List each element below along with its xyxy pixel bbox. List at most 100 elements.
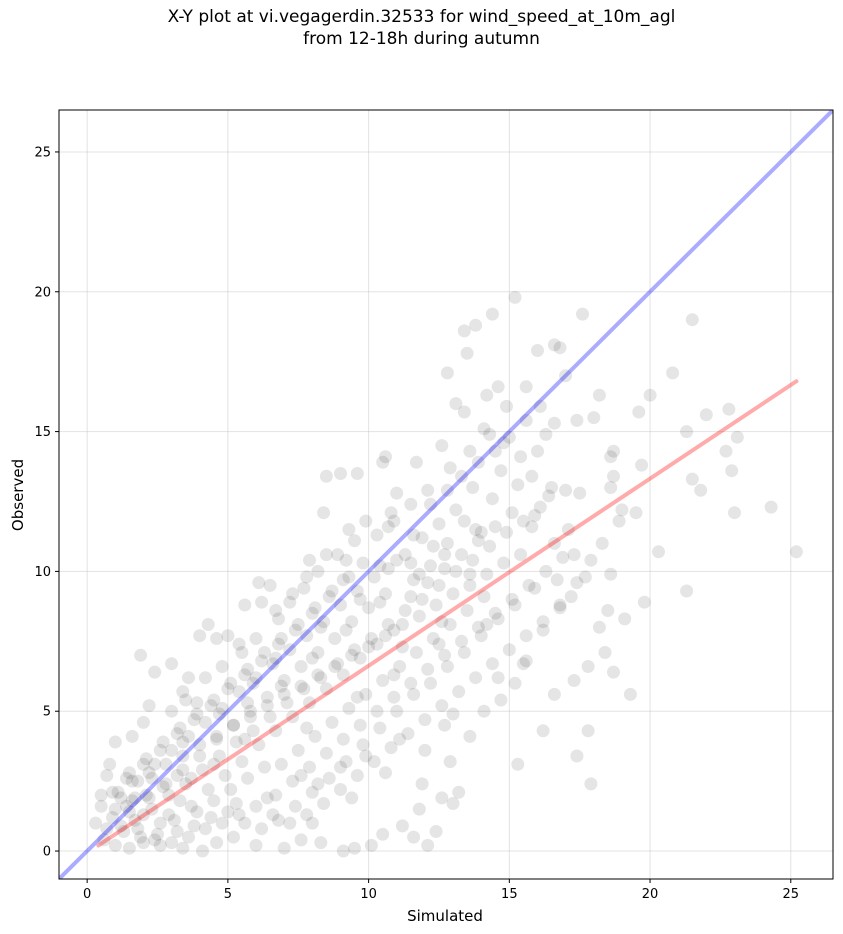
scatter-point (531, 344, 544, 357)
scatter-point (136, 715, 150, 729)
scatter-point (249, 838, 263, 852)
scatter-point (142, 766, 156, 780)
scatter-point (536, 623, 550, 637)
scatter-point (170, 769, 184, 782)
scatter-point (334, 760, 347, 774)
scatter-point (488, 444, 502, 458)
scatter-point (198, 671, 212, 685)
scatter-point (373, 721, 387, 735)
scatter-point (317, 506, 331, 520)
scatter-point (789, 545, 803, 559)
scatter-point (528, 509, 542, 522)
scatter-point (179, 777, 193, 791)
scatter-point (632, 405, 646, 419)
scatter-point (415, 777, 429, 791)
scatter-point (407, 528, 421, 542)
scatter-point (122, 841, 136, 855)
scatter-point (359, 687, 373, 701)
y-tick-label-5: 25 (34, 145, 51, 160)
scatter-point (336, 573, 350, 587)
scatter-point (336, 668, 350, 682)
scatter-point (246, 724, 260, 738)
scatter-point (269, 788, 283, 802)
scatter-point (592, 388, 606, 402)
scatter-point (592, 620, 606, 634)
scatter-point (136, 808, 150, 822)
scatter-point (100, 769, 114, 782)
scatter-point (426, 632, 440, 645)
scatter-point (536, 724, 550, 738)
scatter-point (162, 808, 176, 822)
scatter-point (319, 682, 333, 696)
scatter-point (384, 741, 398, 755)
scatter-point (212, 707, 226, 721)
scatter-point (311, 646, 325, 659)
scatter-point (260, 699, 274, 713)
scatter-point (429, 598, 443, 612)
scatter-point (283, 595, 297, 609)
scatter-point (401, 727, 415, 741)
scatter-point (424, 559, 437, 573)
scatter-point (463, 578, 477, 592)
scatter-point (258, 646, 271, 659)
scatter-point (297, 682, 311, 696)
scatter-point (404, 556, 418, 570)
scatter-point (393, 732, 407, 746)
scatter-point (404, 497, 418, 511)
scatter-point (274, 632, 288, 645)
scatter-point (139, 788, 153, 802)
scatter-point (300, 629, 314, 643)
scatter-point (255, 822, 269, 836)
scatter-point (317, 797, 331, 810)
scatter-point (207, 757, 221, 771)
scatter-point (455, 634, 468, 648)
scatter-point (291, 743, 305, 757)
scatter-point (108, 838, 122, 852)
scatter-point (381, 562, 395, 576)
scatter-point (148, 665, 162, 679)
scatter-point (438, 648, 452, 662)
scatter-point (274, 757, 288, 771)
grid (59, 110, 833, 879)
axis-ticks: 0 5 10 15 20 25 0 5 10 15 20 25 (34, 145, 799, 902)
scatter-point (241, 662, 255, 676)
y-tick-label-4: 20 (34, 285, 51, 300)
scatter-point (485, 307, 499, 321)
scatter-point (407, 687, 421, 701)
scatter-point (612, 514, 626, 528)
scatter-point (260, 791, 274, 805)
scatter-point (156, 780, 170, 794)
scatter-point (317, 615, 331, 629)
scatter-point (348, 643, 361, 657)
scatter-point (539, 564, 553, 578)
scatter-point (508, 676, 522, 690)
scatter-point (488, 606, 502, 620)
scatter-point (353, 592, 367, 606)
scatter-point (725, 464, 739, 478)
scatter-point (207, 794, 221, 808)
scatter-point (241, 771, 255, 785)
scatter-point (477, 704, 491, 718)
scatter-point (277, 687, 291, 701)
scatter-point (728, 506, 741, 520)
scatter-point (395, 618, 409, 631)
identity-line (59, 110, 833, 879)
scatter-point (491, 380, 505, 394)
scatter-point (387, 623, 401, 637)
scatter-point (463, 567, 477, 581)
scatter-point (125, 729, 139, 743)
scatter-point (584, 777, 598, 791)
scatter-point (350, 769, 364, 782)
scatter-point (232, 808, 246, 822)
scatter-point (136, 836, 150, 850)
scatter-point (452, 785, 466, 799)
scatter-point (229, 735, 243, 749)
scatter-point (339, 623, 353, 637)
scatter-point (311, 564, 325, 578)
scatter-point (269, 604, 283, 617)
scatter-point (607, 469, 620, 483)
scatter-point (170, 727, 184, 741)
scatter-point (286, 587, 300, 601)
scatter-point (488, 520, 502, 534)
scatter-point (553, 598, 567, 612)
